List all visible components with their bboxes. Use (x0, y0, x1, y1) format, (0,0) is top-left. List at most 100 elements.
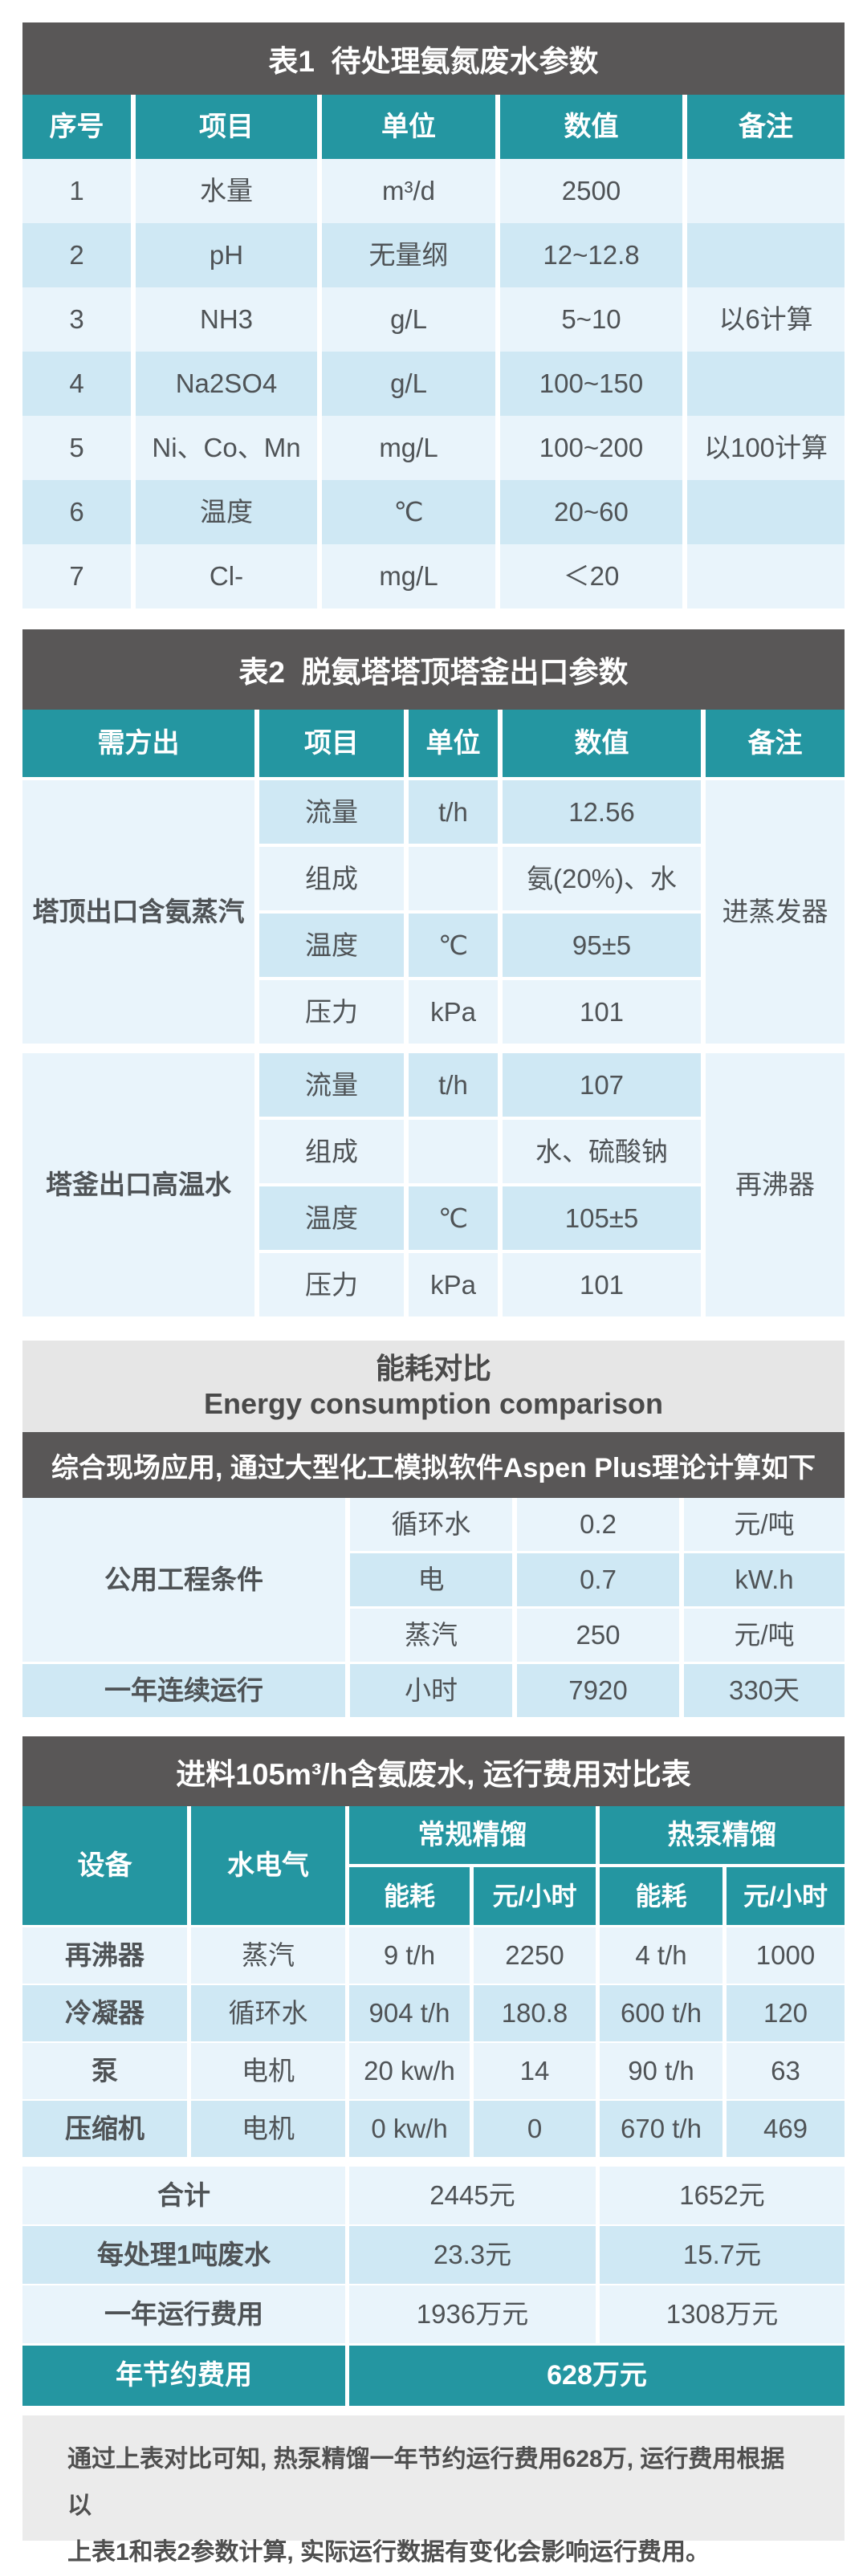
table2-cell: 水、硫酸钠 (503, 1120, 701, 1183)
table2-cell: 组成 (259, 847, 404, 910)
table1-cell: Cl- (136, 544, 317, 608)
table3-cell: 元/吨 (684, 1609, 845, 1662)
table1-title: 表1 待处理氨氮废水参数 (22, 22, 845, 95)
table1-cell: 100~200 (500, 416, 682, 480)
table4-summary-label: 每处理1吨废水 (22, 2226, 345, 2284)
table4-cell: 90 t/h (600, 2043, 722, 2099)
table1-cell: g/L (322, 352, 495, 416)
table2-cell: 组成 (259, 1120, 404, 1183)
energy-title-en: Energy consumption comparison (203, 1387, 664, 1420)
table4-summary-cell: 23.3元 (349, 2226, 596, 2284)
table1-cell: 以100计算 (687, 416, 845, 480)
table2-cell: 氨(20%)、水 (503, 847, 701, 910)
table2-header-source: 需方出 (22, 710, 254, 777)
table4-cell: 0 (474, 2101, 596, 2157)
table2-cell: t/h (409, 780, 498, 844)
table4-header-energy: 能耗 (600, 1867, 722, 1925)
table1-header-no: 序号 (22, 95, 131, 159)
table1-cell: 2500 (500, 159, 682, 223)
table1-cell: g/L (322, 287, 495, 352)
table3-cell: 250 (517, 1609, 679, 1662)
table3-cell: 330天 (684, 1664, 845, 1717)
table4-cell: 469 (727, 2101, 845, 2157)
table1-cell: 100~150 (500, 352, 682, 416)
table4-summary-cell: 1308万元 (600, 2285, 845, 2343)
table1-header-remark: 备注 (687, 95, 845, 159)
table4-cell: 600 t/h (600, 1985, 722, 2041)
table4-header-conventional: 常规精馏 (349, 1806, 596, 1864)
table2-group2-remark: 再沸器 (706, 1053, 845, 1316)
table2-header-item: 项目 (259, 710, 404, 777)
table2-group1-remark: 进蒸发器 (706, 780, 845, 1044)
table4-summary-label: 一年运行费用 (22, 2285, 345, 2343)
table4-cell: 2250 (474, 1927, 596, 1984)
table3-cell: 循环水 (350, 1498, 512, 1551)
table4-cell: 电机 (191, 2043, 345, 2099)
table4-cell: 0 kw/h (349, 2101, 470, 2157)
table2-cell: 温度 (259, 1186, 404, 1250)
table4-summary-label: 合计 (22, 2167, 345, 2224)
table4-total-value: 628万元 (349, 2346, 845, 2406)
table1-cell: mg/L (322, 416, 495, 480)
table1-cell: 无量纲 (322, 223, 495, 287)
table1-header-unit: 单位 (322, 95, 495, 159)
table4-cell: 冷凝器 (22, 1985, 187, 2041)
table2-cell: 101 (503, 1253, 701, 1316)
table1-cell: 以6计算 (687, 287, 845, 352)
table1-cell: 7 (22, 544, 131, 608)
table4-cell: 循环水 (191, 1985, 345, 2041)
table3: 公用工程条件 循环水 0.2 元/吨 电 0.7 kW.h 蒸汽 250 元/吨… (22, 1498, 845, 1717)
table2-cell: 温度 (259, 914, 404, 977)
table2-cell: 95±5 (503, 914, 701, 977)
table4-cell: 电机 (191, 2101, 345, 2157)
table1-cell (687, 159, 845, 223)
table4-summary-cell: 2445元 (349, 2167, 596, 2224)
table4-summary-cell: 1652元 (600, 2167, 845, 2224)
table1-cell: 20~60 (500, 480, 682, 544)
table3-group-label: 公用工程条件 (22, 1498, 345, 1662)
table2-header-value: 数值 (503, 710, 701, 777)
table1-cell: 1 (22, 159, 131, 223)
table1-cell (687, 223, 845, 287)
table4-cell: 泵 (22, 2043, 187, 2099)
table3-cell: 电 (350, 1553, 512, 1606)
table4-header-cost: 元/小时 (727, 1867, 845, 1925)
table1-cell: ℃ (322, 480, 495, 544)
table2-cell: 流量 (259, 1053, 404, 1117)
table1-cell: 5 (22, 416, 131, 480)
table2-group1-label: 塔顶出口含氨蒸汽 (22, 780, 254, 1044)
table2-cell: 流量 (259, 780, 404, 844)
table4-total-label: 年节约费用 (22, 2346, 345, 2406)
table4-header-utility: 水电气 (191, 1806, 345, 1925)
table4-cell: 63 (727, 2043, 845, 2099)
table4-header: 设备 水电气 常规精馏 热泵精馏 能耗 元/小时 能耗 元/小时 (22, 1806, 845, 1925)
table2-cell (409, 847, 498, 910)
table4-header-device: 设备 (22, 1806, 187, 1925)
table4-header-heatpump: 热泵精馏 (600, 1806, 845, 1864)
table4-title: 进料105m³/h含氨废水, 运行费用对比表 (22, 1736, 845, 1806)
table3-cell: 0.7 (517, 1553, 679, 1606)
table1: 序号 项目 单位 数值 备注 1 水量 m³/d 2500 2 pH 无量纲 1… (22, 95, 845, 608)
table4-header-cost: 元/小时 (474, 1867, 596, 1925)
table4-total-row: 年节约费用 628万元 (22, 2346, 845, 2406)
table2-cell: t/h (409, 1053, 498, 1117)
table3-cell: 7920 (517, 1664, 679, 1717)
table1-cell: Ni、Co、Mn (136, 416, 317, 480)
table1-cell: 水量 (136, 159, 317, 223)
table2-header-unit: 单位 (409, 710, 498, 777)
table1-header-item: 项目 (136, 95, 317, 159)
table4-summary-cell: 15.7元 (600, 2226, 845, 2284)
table2-cell: 101 (503, 980, 701, 1044)
table1-cell: 12~12.8 (500, 223, 682, 287)
table4-cell: 再沸器 (22, 1927, 187, 1984)
table2-group2-label: 塔釜出口高温水 (22, 1053, 254, 1316)
table4-cell: 180.8 (474, 1985, 596, 2041)
table4-cell: 蒸汽 (191, 1927, 345, 1984)
table4-cell: 670 t/h (600, 2101, 722, 2157)
table2-header-remark: 备注 (706, 710, 845, 777)
table1-cell: 2 (22, 223, 131, 287)
table2-title: 表2 脱氨塔塔顶塔釜出口参数 (22, 629, 845, 710)
footer-line1: 通过上表对比可知, 热泵精馏一年节约运行费用628万, 运行费用根据以 (67, 2446, 785, 2519)
table1-cell (687, 480, 845, 544)
